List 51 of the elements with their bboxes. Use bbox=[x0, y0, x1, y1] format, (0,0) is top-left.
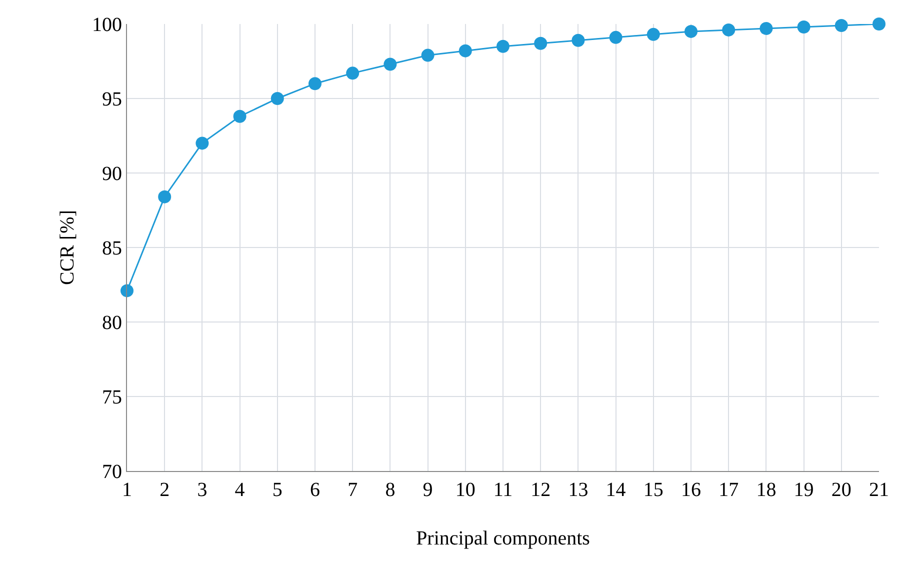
point bbox=[496, 40, 510, 53]
x-tick-label: 13 bbox=[568, 479, 588, 501]
point bbox=[158, 190, 172, 204]
x-tick-label: 10 bbox=[455, 479, 476, 501]
point bbox=[609, 30, 622, 44]
y-axis-title: CCR [%] bbox=[56, 210, 78, 285]
x-tick-label: 8 bbox=[385, 479, 396, 501]
point bbox=[760, 22, 773, 35]
point bbox=[797, 20, 810, 34]
point bbox=[646, 28, 660, 41]
x-tick-label: 5 bbox=[272, 479, 282, 501]
x-tick-label: 7 bbox=[348, 479, 358, 501]
point bbox=[196, 136, 209, 150]
x-tick-label: 18 bbox=[756, 479, 776, 501]
y-tick-label: 75 bbox=[102, 386, 122, 408]
point bbox=[308, 77, 322, 90]
x-tick-label: 11 bbox=[493, 479, 513, 501]
point bbox=[834, 18, 848, 32]
point bbox=[421, 48, 434, 62]
point bbox=[572, 34, 585, 47]
point bbox=[270, 92, 284, 105]
point bbox=[872, 18, 886, 30]
x-tick-label: 17 bbox=[718, 479, 739, 501]
x-tick-label: 19 bbox=[794, 479, 814, 501]
x-tick-label: 3 bbox=[197, 479, 208, 501]
x-axis-title: Principal components bbox=[416, 528, 590, 550]
x-tick-label: 20 bbox=[831, 479, 852, 501]
x-tick-label: 12 bbox=[530, 479, 551, 501]
point bbox=[120, 284, 134, 298]
point bbox=[534, 36, 548, 50]
x-tick-label: 2 bbox=[160, 479, 170, 501]
x-tick-label: 4 bbox=[234, 479, 245, 501]
point bbox=[458, 44, 472, 58]
y-tick-label: 95 bbox=[102, 88, 122, 110]
x-tick-label: 14 bbox=[606, 479, 626, 501]
x-tick-label: 9 bbox=[422, 479, 433, 501]
x-tick-label: 16 bbox=[681, 479, 701, 501]
point bbox=[346, 66, 360, 80]
point bbox=[233, 110, 246, 123]
y-tick-label: 90 bbox=[102, 163, 122, 185]
point bbox=[384, 58, 397, 71]
x-tick-label: 15 bbox=[643, 479, 664, 501]
x-tick-label: 6 bbox=[310, 479, 320, 501]
y-tick-label: 80 bbox=[102, 312, 122, 334]
x-tick-label: 21 bbox=[869, 479, 889, 501]
x-tick-label: 1 bbox=[122, 479, 132, 501]
y-tick-label: 70 bbox=[102, 461, 122, 483]
point bbox=[722, 23, 736, 36]
y-tick-label: 100 bbox=[92, 14, 122, 36]
point bbox=[684, 24, 698, 38]
y-tick-label: 85 bbox=[102, 238, 122, 260]
